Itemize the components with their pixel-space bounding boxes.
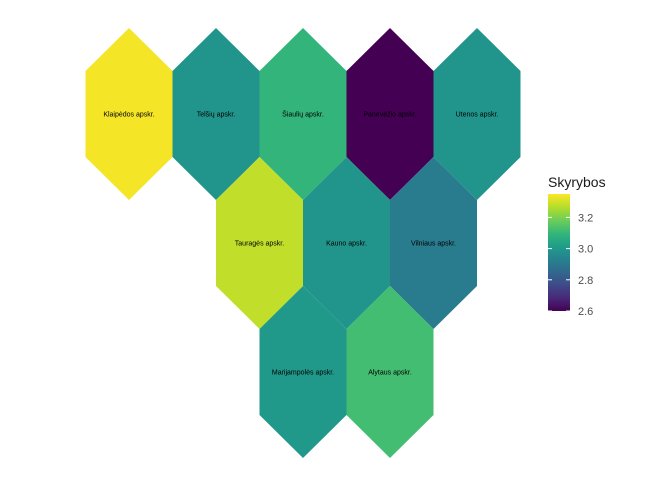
hex-tile: [346, 28, 434, 200]
hex-label: Panevėžio apskr.: [363, 112, 416, 119]
legend-tick-label: 3.2: [578, 212, 593, 224]
legend-tick-label: 2.6: [578, 306, 593, 318]
hex-label: Vilniaus apskr.: [411, 241, 456, 248]
hex-tile: [259, 286, 347, 458]
hex-label: Kauno apskr.: [326, 241, 367, 248]
hex-tile: [216, 157, 303, 329]
hex-tile: [303, 157, 390, 329]
hex-label: Marijampolės apskr.: [272, 370, 334, 377]
hex-label: Šiaulių apskr.: [282, 110, 324, 119]
hex-tile: [172, 28, 260, 200]
legend: Skyrybos 2.6 2.8 3.0 3.2: [548, 174, 606, 318]
legend-ticks: 2.6 2.8 3.0 3.2: [548, 212, 593, 318]
hex-tile: [346, 286, 434, 458]
hex-tile: [85, 28, 173, 200]
legend-tick-label: 3.0: [578, 244, 593, 256]
hex-tile: [390, 157, 477, 329]
hex-tile: [259, 28, 347, 200]
legend-tick-label: 2.8: [578, 275, 593, 287]
hex-label: Telšių apskr.: [197, 112, 236, 119]
hex-label: Utenos apskr.: [456, 112, 499, 119]
legend-title: Skyrybos: [548, 174, 606, 190]
hex-tiles: Klaipėdos apskr. Telšių apskr. Šiaulių aps…: [85, 28, 521, 458]
hex-tile: [433, 28, 521, 200]
hex-label: Klaipėdos apskr.: [103, 112, 154, 119]
hex-label: Tauragės apskr.: [235, 241, 284, 248]
legend-colorbar: [548, 194, 570, 311]
hex-label: Alytaus apskr.: [368, 370, 412, 377]
